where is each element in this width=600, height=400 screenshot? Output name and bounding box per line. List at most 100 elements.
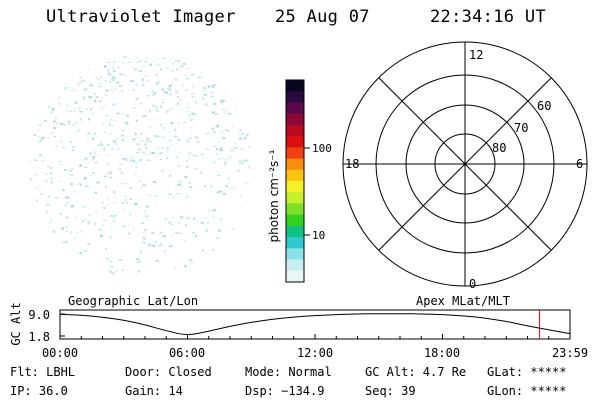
uvi-pixel — [221, 157, 225, 160]
uvi-pixel — [159, 152, 163, 154]
uvi-pixel — [107, 61, 111, 63]
uvi-pixel — [151, 91, 153, 94]
uvi-pixel — [80, 230, 83, 233]
colorbar-band — [286, 102, 304, 115]
uvi-pixel — [241, 187, 245, 189]
mlat-label-70: 70 — [514, 121, 528, 135]
uvi-pixel — [103, 175, 107, 178]
observation-time: 22:34:16 UT — [430, 7, 546, 27]
uvi-pixel — [110, 89, 114, 92]
uvi-pixel — [111, 75, 114, 77]
uvi-pixel — [142, 65, 146, 67]
uvi-pixel — [184, 175, 188, 179]
uvi-pixel — [204, 216, 208, 219]
uvi-pixel — [207, 221, 209, 224]
uvi-pixel — [96, 181, 100, 184]
uvi-pixel — [53, 135, 56, 138]
instrument-title: Ultraviolet Imager — [46, 7, 236, 27]
uvi-pixel — [164, 98, 166, 101]
uvi-pixel — [33, 134, 37, 136]
uvi-pixel — [240, 162, 244, 165]
uvi-pixel — [152, 55, 155, 57]
uvi-pixel — [116, 81, 120, 84]
uvi-pixel — [148, 112, 151, 114]
uvi-pixel — [112, 103, 116, 106]
uvi-pixel — [212, 161, 216, 164]
uvi-pixel — [58, 161, 62, 163]
uvi-pixel — [68, 120, 71, 122]
uvi-pixel — [212, 248, 214, 251]
uvi-pixel — [225, 129, 228, 132]
status-glon: GLon: ***** — [487, 384, 567, 398]
uvi-pixel — [143, 209, 147, 211]
uvi-pixel — [155, 109, 159, 112]
uvi-pixel — [224, 161, 227, 164]
uvi-pixel — [40, 192, 43, 195]
uvi-pixel — [212, 111, 216, 114]
uvi-pixel — [123, 75, 127, 77]
uvi-pixel — [169, 58, 172, 61]
uvi-pixel — [96, 153, 100, 156]
uvi-pixel — [178, 151, 182, 154]
uvi-pixel — [79, 118, 82, 121]
uvi-pixel — [179, 99, 183, 101]
uvi-pixel — [144, 61, 147, 63]
uvi-pixel — [101, 107, 104, 110]
uvi-pixel — [50, 181, 54, 184]
uvi-pixel — [133, 107, 136, 109]
uvi-pixel — [29, 159, 32, 161]
uvi-pixel — [73, 237, 76, 239]
uvi-pixel — [29, 179, 33, 181]
uvi-pixel — [79, 252, 83, 255]
uvi-pixel — [177, 96, 179, 98]
uvi-pixel — [121, 252, 124, 254]
uvi-pixel — [177, 165, 181, 167]
uvi-pixel — [127, 232, 131, 235]
uvi-pixel — [145, 147, 148, 149]
uvi-pixel — [204, 103, 208, 106]
uvi-pixel — [219, 174, 223, 176]
uvi-pixel — [41, 159, 44, 161]
uvi-pixel — [134, 68, 137, 71]
uvi-pixel — [130, 75, 133, 77]
uvi-pixel — [112, 76, 116, 79]
uvi-pixel — [84, 157, 88, 160]
status-door: Door: Closed — [125, 365, 212, 379]
uvi-pixel — [118, 85, 122, 87]
uvi-pixel — [106, 171, 109, 174]
uvi-pixel — [101, 124, 105, 126]
mlat-label-60: 60 — [537, 99, 551, 113]
uvi-pixel — [150, 126, 153, 129]
uvi-pixel — [173, 267, 176, 269]
uvi-pixel — [79, 76, 82, 79]
uvi-pixel — [79, 110, 83, 113]
uvi-pixel — [112, 216, 115, 219]
uvi-pixel — [134, 141, 137, 143]
uvi-pixel — [121, 129, 125, 132]
uvi-pixel — [106, 198, 109, 201]
uvi-pixel — [186, 141, 190, 143]
uvi-pixel — [211, 209, 214, 212]
uvi-pixel — [109, 235, 112, 238]
uvi-pixel — [122, 225, 126, 228]
uvi-pixel — [177, 138, 180, 142]
uvi-pixel — [72, 191, 76, 193]
colorbar-band — [286, 158, 304, 171]
image-panel-area: 100 10 photon cm⁻²s⁻¹ 12 18 6 0 60 70 80 — [29, 41, 588, 291]
status-glat: GLat: ***** — [487, 365, 567, 379]
uvi-pixel — [191, 73, 195, 76]
uvi-pixel — [142, 238, 146, 241]
uvi-pixel — [101, 144, 104, 147]
uvi-pixel — [60, 163, 63, 165]
uvi-pixel — [123, 209, 125, 211]
uvi-pixel — [152, 181, 157, 183]
uvi-pixel — [116, 112, 120, 115]
uvi-pixel — [44, 180, 48, 183]
uvi-pixel — [153, 92, 156, 95]
uvi-pixel — [88, 118, 91, 121]
uvi-pixel — [169, 139, 172, 142]
uvi-pixel — [105, 258, 109, 260]
uvi-pixel — [144, 153, 147, 155]
uvi-pixel — [169, 245, 173, 248]
uvi-pixel — [113, 191, 116, 193]
